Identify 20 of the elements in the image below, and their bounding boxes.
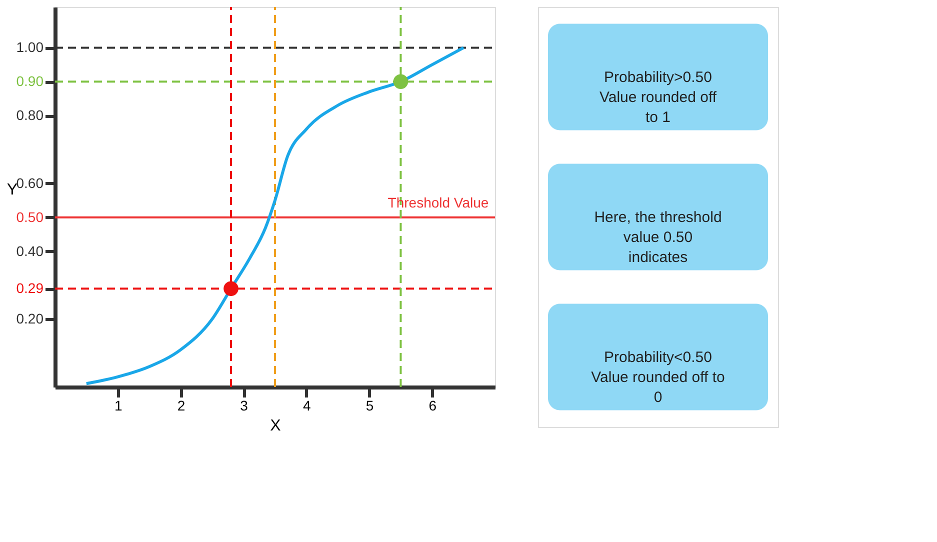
x-tick-label: 3 — [240, 398, 248, 414]
y-tick-label: 0.20 — [16, 310, 44, 327]
y-tick-label: 1.00 — [16, 39, 44, 56]
x-tick-label: 6 — [428, 398, 437, 414]
text: Probability<0.50 Value rounded off to 0 — [591, 349, 725, 406]
y-tick-label: 0.50 — [16, 208, 44, 225]
ref-line-label: Threshold Value — [388, 194, 489, 210]
x-tick-label: 5 — [366, 398, 374, 414]
text: Here, the threshold value 0.50 indicates — [594, 209, 722, 266]
y-axis-title: Y — [6, 182, 18, 198]
x-axis-title: X — [270, 418, 282, 434]
y-tick-label: 0.60 — [16, 174, 44, 191]
text: Probability>0.50 Value rounded off to 1 — [599, 69, 718, 126]
x-tick-label: 1 — [114, 398, 122, 414]
y-tick-label: 0.90 — [16, 73, 44, 90]
x-tick-label: 4 — [303, 398, 312, 414]
y-tick-label: 0.80 — [16, 107, 44, 124]
y-tick-label: 0.40 — [16, 242, 44, 259]
x-tick-label: 2 — [177, 398, 186, 414]
y-tick-label: 0.29 — [16, 280, 44, 296]
